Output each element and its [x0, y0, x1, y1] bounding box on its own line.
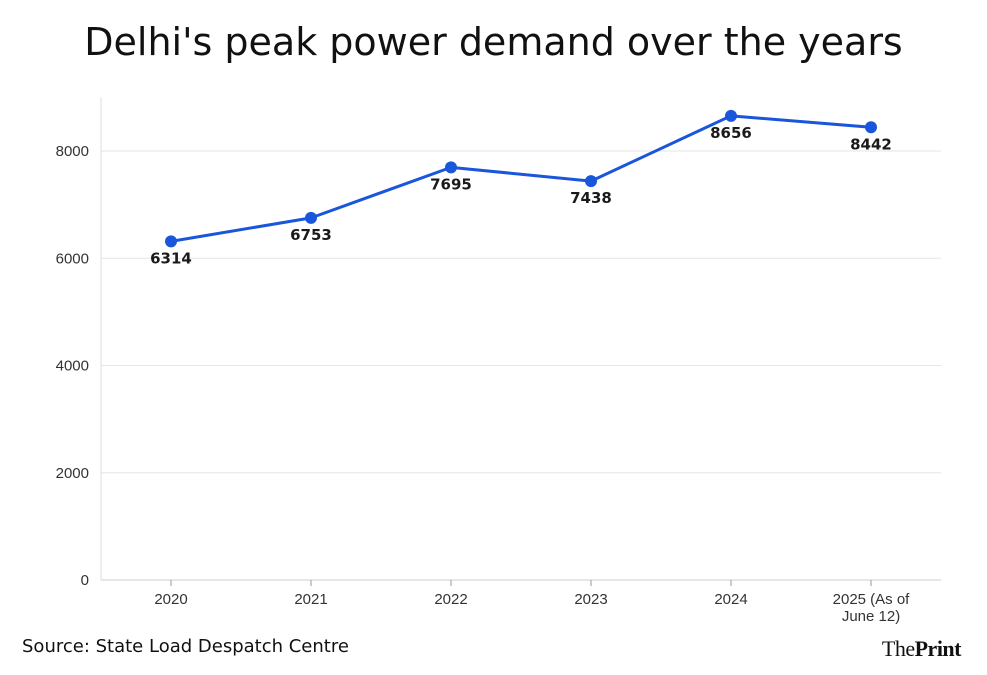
- data-label-2024: 8656: [710, 124, 752, 142]
- data-labels: 6314 6753 7695 7438 8656 8442: [150, 124, 892, 268]
- series-demand: [165, 109, 877, 248]
- data-point-2025: [865, 121, 877, 134]
- data-point-2021: [305, 211, 317, 224]
- y-tick-label-2000: 2000: [56, 465, 89, 482]
- y-tick-label-4000: 4000: [56, 358, 89, 375]
- x-tick-label-5: 2025 (As of June 12): [833, 591, 911, 625]
- series-line: [169, 114, 873, 243]
- y-tick-label-6000: 6000: [56, 250, 89, 267]
- x-tick-label-line: 2024: [714, 591, 747, 608]
- x-tick-label-2: 2022: [434, 591, 467, 608]
- logo-print: Print: [914, 636, 962, 661]
- data-point-2022: [445, 161, 457, 174]
- x-tick-label-4: 2024: [714, 591, 747, 608]
- x-tick-label-line: 2023: [574, 591, 607, 608]
- x-tick-label-line: 2025 (As of: [833, 591, 911, 608]
- data-label-2022: 7695: [430, 175, 472, 193]
- x-tick-label-line: 2020: [154, 591, 187, 608]
- logo-the: The: [881, 636, 915, 661]
- data-label-2025: 8442: [850, 135, 892, 153]
- x-tick-label-line: 2022: [434, 591, 467, 608]
- data-label-2020: 6314: [150, 249, 192, 267]
- y-axis-tick-labels: 0 2000 4000 6000 8000: [56, 143, 89, 589]
- x-tick-label-line: June 12): [842, 608, 900, 625]
- x-tick-label-0: 2020: [154, 591, 187, 608]
- source-note: Source: State Load Despatch Centre: [22, 636, 349, 657]
- theprint-logo: ThePrint: [881, 636, 962, 662]
- axes: [100, 97, 941, 586]
- x-tick-label-line: 2021: [294, 591, 327, 608]
- data-point-2020: [165, 235, 177, 248]
- data-label-2023: 7438: [570, 189, 612, 207]
- x-tick-label-3: 2023: [574, 591, 607, 608]
- x-tick-label-1: 2021: [294, 591, 327, 608]
- data-label-2021: 6753: [290, 226, 332, 244]
- chart-title: Delhi's peak power demand over the years: [84, 20, 903, 64]
- y-tick-label-8000: 8000: [56, 143, 89, 160]
- y-tick-label-0: 0: [81, 572, 89, 589]
- x-axis-tick-labels: 2020 2021 2022 2023 2024 2025 (As of June 12): [154, 591, 910, 625]
- data-point-2024: [725, 109, 737, 122]
- gridlines: [101, 150, 941, 474]
- data-point-2023: [585, 175, 597, 188]
